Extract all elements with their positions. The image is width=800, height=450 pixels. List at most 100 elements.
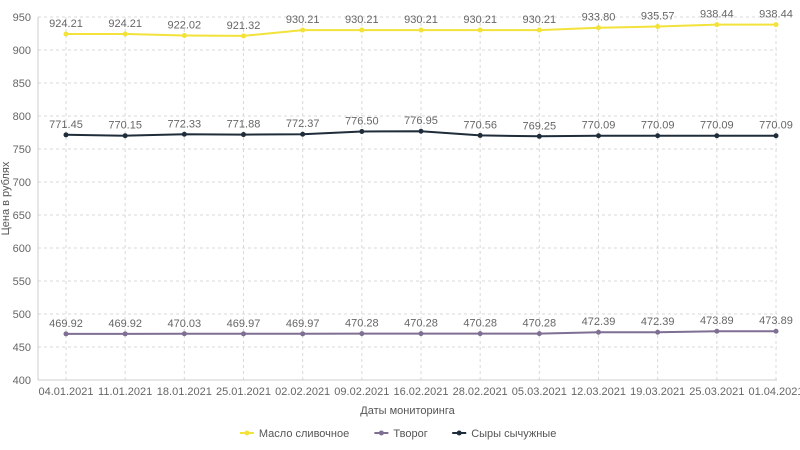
data-label: 776.95 bbox=[404, 115, 438, 127]
x-tick-label: 16.02.2021 bbox=[393, 386, 448, 398]
data-point[interactable] bbox=[773, 133, 779, 139]
data-point[interactable] bbox=[536, 133, 542, 139]
data-point[interactable] bbox=[418, 331, 424, 337]
data-point[interactable] bbox=[122, 331, 128, 337]
data-point[interactable] bbox=[773, 328, 779, 334]
data-label: 772.37 bbox=[286, 118, 320, 130]
axes: 400 450 500 550 600 650 700 750 800 850 900 950 04.0… bbox=[13, 12, 800, 398]
data-label: 770.09 bbox=[641, 120, 675, 132]
data-point[interactable] bbox=[241, 132, 246, 138]
data-label: 924.21 bbox=[108, 18, 142, 30]
data-label: 769.25 bbox=[523, 120, 557, 132]
series-group bbox=[63, 22, 779, 337]
y-tick-label: 600 bbox=[13, 243, 31, 255]
data-label: 930.21 bbox=[286, 14, 320, 26]
data-point[interactable] bbox=[477, 132, 483, 138]
legend-swatch-marker bbox=[378, 430, 384, 436]
data-label: 930.21 bbox=[345, 14, 379, 26]
data-point[interactable] bbox=[596, 25, 601, 31]
data-point[interactable] bbox=[655, 24, 661, 30]
data-label: 770.56 bbox=[463, 119, 497, 131]
data-label: 470.28 bbox=[463, 318, 497, 330]
data-point[interactable] bbox=[181, 131, 187, 137]
data-point[interactable] bbox=[714, 328, 720, 334]
data-label: 771.88 bbox=[227, 119, 261, 131]
data-point[interactable] bbox=[359, 129, 365, 135]
data-label: 470.03 bbox=[168, 318, 202, 330]
data-point[interactable] bbox=[536, 27, 542, 33]
data-label: 933.80 bbox=[582, 12, 616, 24]
y-tick-label: 750 bbox=[13, 144, 31, 156]
data-point[interactable] bbox=[655, 329, 661, 335]
legend-item[interactable]: Творог bbox=[374, 428, 428, 440]
legend-item[interactable]: Масло сливочное bbox=[239, 428, 349, 440]
data-point[interactable] bbox=[773, 22, 779, 28]
data-label: 770.09 bbox=[700, 120, 734, 132]
data-label: 473.89 bbox=[700, 315, 734, 327]
y-tick-label: 400 bbox=[13, 375, 31, 387]
data-point[interactable] bbox=[181, 32, 187, 38]
x-tick-label: 18.01.2021 bbox=[157, 386, 212, 398]
data-point[interactable] bbox=[418, 27, 424, 33]
data-label: 469.92 bbox=[49, 318, 83, 330]
data-point[interactable] bbox=[63, 132, 69, 138]
data-point[interactable] bbox=[63, 331, 69, 337]
y-axis-title: Цена в рублях bbox=[0, 161, 12, 235]
data-point[interactable] bbox=[418, 128, 424, 134]
y-tick-label: 950 bbox=[13, 12, 31, 24]
x-tick-label: 05.03.2021 bbox=[512, 386, 567, 398]
data-point[interactable] bbox=[714, 22, 720, 28]
data-point[interactable] bbox=[122, 31, 128, 37]
data-label: 470.28 bbox=[523, 318, 557, 330]
data-label: 469.97 bbox=[286, 318, 320, 330]
legend-swatch-marker bbox=[244, 430, 250, 436]
data-label: 930.21 bbox=[404, 14, 438, 26]
data-point[interactable] bbox=[596, 133, 601, 139]
data-label: 770.09 bbox=[759, 120, 793, 132]
x-tick-label: 25.01.2021 bbox=[216, 386, 271, 398]
y-tick-label: 450 bbox=[13, 342, 31, 354]
x-tick-label: 11.01.2021 bbox=[98, 386, 152, 398]
data-label: 469.97 bbox=[227, 318, 261, 330]
data-label: 770.15 bbox=[108, 120, 142, 132]
data-point[interactable] bbox=[477, 27, 483, 33]
legend-label: Творог bbox=[393, 428, 427, 440]
data-label: 930.21 bbox=[463, 14, 497, 26]
data-point[interactable] bbox=[300, 331, 306, 337]
legend-swatch-marker bbox=[456, 430, 462, 436]
data-label: 935.57 bbox=[641, 11, 675, 23]
x-tick-label: 09.02.2021 bbox=[334, 386, 389, 398]
data-label: 922.02 bbox=[168, 19, 202, 31]
data-point[interactable] bbox=[714, 133, 720, 139]
x-tick-label: 28.02.2021 bbox=[453, 386, 508, 398]
data-label: 472.39 bbox=[582, 316, 616, 328]
data-point[interactable] bbox=[300, 27, 306, 33]
x-tick-label: 25.03.2021 bbox=[689, 386, 744, 398]
legend[interactable]: Масло сливочное Творог Сыры сычужные bbox=[239, 428, 556, 440]
data-point[interactable] bbox=[596, 329, 601, 335]
data-point[interactable] bbox=[359, 27, 365, 33]
data-point[interactable] bbox=[300, 131, 306, 137]
data-label: 772.33 bbox=[168, 118, 202, 130]
x-axis-title: Даты мониторинга bbox=[360, 405, 455, 417]
data-point[interactable] bbox=[655, 133, 661, 139]
data-label: 771.45 bbox=[49, 119, 83, 131]
data-point[interactable] bbox=[241, 33, 246, 39]
data-point[interactable] bbox=[181, 331, 187, 337]
y-tick-label: 900 bbox=[13, 45, 31, 57]
legend-label: Сыры сычужные bbox=[471, 428, 556, 440]
data-label: 770.09 bbox=[582, 120, 616, 132]
data-point[interactable] bbox=[122, 133, 128, 139]
data-point[interactable] bbox=[359, 331, 365, 337]
x-tick-label: 12.03.2021 bbox=[571, 386, 626, 398]
y-tick-label: 700 bbox=[13, 177, 31, 189]
data-point[interactable] bbox=[63, 31, 69, 37]
legend-item[interactable]: Сыры сычужные bbox=[452, 428, 556, 440]
data-point[interactable] bbox=[536, 331, 542, 337]
data-point[interactable] bbox=[241, 331, 246, 337]
data-point[interactable] bbox=[477, 331, 483, 337]
data-label: 924.21 bbox=[49, 18, 83, 30]
y-tick-label: 800 bbox=[13, 111, 31, 123]
